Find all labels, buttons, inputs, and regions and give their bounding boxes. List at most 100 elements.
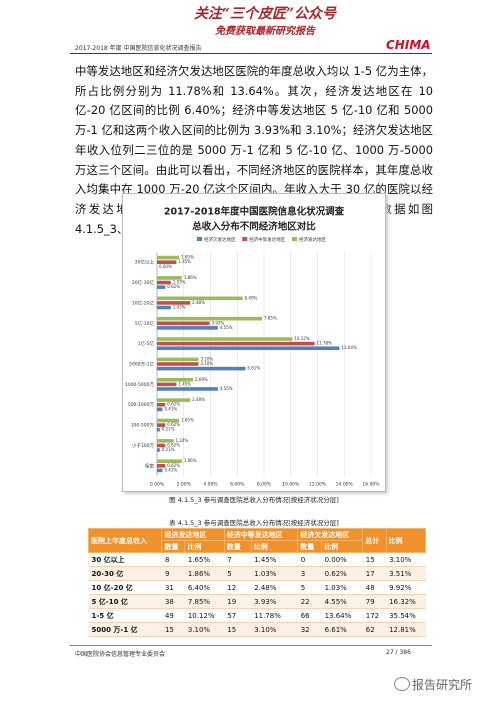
- bar: [157, 301, 191, 305]
- table-cell: 1.86%: [184, 566, 225, 581]
- table-cell: 30 亿以上: [88, 552, 162, 567]
- bar: [157, 377, 193, 382]
- value-label: 1.65%: [181, 417, 194, 422]
- figure-caption: 图 4.1.5_3 参与调查医院总收入分布情况[按经济状况分层]: [169, 496, 339, 504]
- table-cell: 10 亿-20 亿: [88, 580, 162, 595]
- logo: CHIMA: [386, 38, 431, 52]
- category-label: 5000万-1亿: [129, 361, 154, 368]
- chart-subtitle: 总收入分布不同经济地区对比: [192, 221, 316, 233]
- value-label: 2.69%: [195, 377, 208, 382]
- value-label: 4.55%: [220, 386, 233, 391]
- bar: [157, 464, 166, 468]
- category-label: 30亿以上: [135, 259, 155, 266]
- table-row: 5000 万-1 亿 15 3.10% 15 3.10% 32 6.61% 62 12.81%: [88, 622, 426, 637]
- x-tick-label: 10.00%: [282, 482, 300, 488]
- table-cell: 3.10%: [386, 552, 426, 567]
- data-table: 医院上年度总收入 经济发达地区 经济中等发达地区 经济欠发达地区 总计 比例 数量 比例 数量比…: [87, 528, 427, 637]
- x-tick-label: 0.00%: [150, 482, 165, 488]
- header-cell: 总计: [362, 528, 387, 553]
- bar: [157, 468, 163, 473]
- value-label: 7.85%: [264, 316, 277, 321]
- table-row: 20-30 亿 9 1.86% 5 1.03% 3 0.62% 17 3.51%: [88, 566, 426, 581]
- table-cell: 5 亿-10 亿: [88, 594, 162, 609]
- bar: [157, 321, 210, 326]
- value-label: 1.86%: [184, 275, 197, 280]
- value-label: 1.03%: [173, 280, 186, 285]
- chart-title: 2017-2018年度中国医院信息化状况调查: [164, 206, 345, 218]
- legend-label: 经济欠发达地区: [204, 236, 236, 243]
- table-cell: 11.78%: [251, 608, 298, 623]
- table-cell: 57: [224, 608, 252, 623]
- table-cell: 19: [224, 594, 252, 609]
- value-label: 10.12%: [294, 336, 309, 341]
- table-cell: 3.93%: [251, 594, 298, 609]
- bar: [157, 448, 160, 452]
- category-label: 小于100万: [132, 442, 155, 449]
- category-label: 10亿-20亿: [132, 299, 155, 306]
- footer-org: 中国医院协会信息管理专业委员会: [75, 651, 166, 658]
- table-cell: 6.40%: [184, 580, 225, 595]
- bar: [157, 316, 262, 321]
- table-cell: 16.32%: [386, 594, 426, 609]
- value-label: 1.24%: [176, 438, 189, 443]
- bar: [157, 382, 177, 387]
- table-cell: 15: [362, 552, 387, 567]
- bar: [157, 439, 174, 443]
- header-cell: 比例: [250, 540, 299, 553]
- table-cell: 31: [161, 580, 185, 595]
- table-cell: 20-30 亿: [88, 566, 162, 581]
- bar: [157, 260, 177, 264]
- value-label: 1.45%: [178, 381, 191, 386]
- header-cell: 比例: [184, 540, 225, 553]
- value-label: 1.86%: [184, 458, 197, 463]
- value-label: 0.62%: [167, 284, 180, 289]
- watermark: 报告研究所: [412, 678, 473, 692]
- value-label: 1.03%: [173, 305, 186, 310]
- table-row: 1-5 亿 49 10.12% 57 11.78% 66 13.64% 172 35.54%: [88, 608, 426, 623]
- value-label: 0.41%: [164, 406, 177, 411]
- bar: [157, 305, 171, 310]
- bar: [157, 337, 293, 341]
- value-label: 0.41%: [164, 467, 177, 472]
- table-cell: 8: [161, 552, 185, 567]
- bar: [157, 407, 163, 412]
- bar: [157, 296, 243, 301]
- table-cell: 0: [297, 552, 322, 567]
- table-cell: 12.81%: [386, 622, 426, 637]
- table-cell: 5000 万-1 亿: [88, 622, 162, 637]
- category-label: 1亿-5亿: [138, 340, 155, 347]
- header-cell: 经济欠发达地区: [297, 528, 364, 541]
- category-label: 20亿-30亿: [132, 279, 155, 286]
- table-cell: 172: [362, 608, 387, 623]
- table-row: 10 亿-20 亿 31 6.40% 12 2.48% 5 1.03% 48 9.92%: [88, 580, 426, 595]
- header-cell: 经济中等发达地区: [223, 528, 299, 541]
- bar: [157, 341, 315, 346]
- banner-line: 关注“三个皮匠”公众号: [193, 6, 337, 22]
- legend-swatch: [242, 237, 248, 241]
- table-cell: 3: [297, 566, 322, 581]
- table-cell: 49: [161, 608, 185, 623]
- category-label: 5亿-10亿: [135, 320, 155, 327]
- table-cell: 17: [362, 566, 387, 581]
- bar: [157, 443, 166, 448]
- value-label: 4.55%: [220, 325, 233, 330]
- table-cell: 12: [224, 580, 252, 595]
- table-cell: 0.00%: [321, 552, 363, 567]
- page-number: 27 / 386: [386, 649, 411, 656]
- table-cell: 48: [362, 580, 387, 595]
- header-cell: 数量: [297, 540, 323, 553]
- value-label: 0.62%: [167, 463, 180, 468]
- table-cell: 9.92%: [386, 580, 426, 595]
- table-cell: 35.54%: [386, 608, 426, 623]
- header-cell: 医院上年度总收入: [87, 528, 163, 553]
- bar: [157, 402, 166, 407]
- value-label: 11.78%: [317, 341, 332, 346]
- value-label: 0.21%: [162, 427, 175, 432]
- table-cell: 1.03%: [321, 580, 363, 595]
- value-label: 6.61%: [247, 366, 260, 371]
- table-cell: 7: [224, 552, 252, 567]
- table-cell: 13.64%: [321, 608, 363, 623]
- table-cell: 0.62%: [321, 566, 363, 581]
- table-cell: 62: [362, 622, 387, 637]
- x-tick-label: 2.00%: [177, 482, 192, 488]
